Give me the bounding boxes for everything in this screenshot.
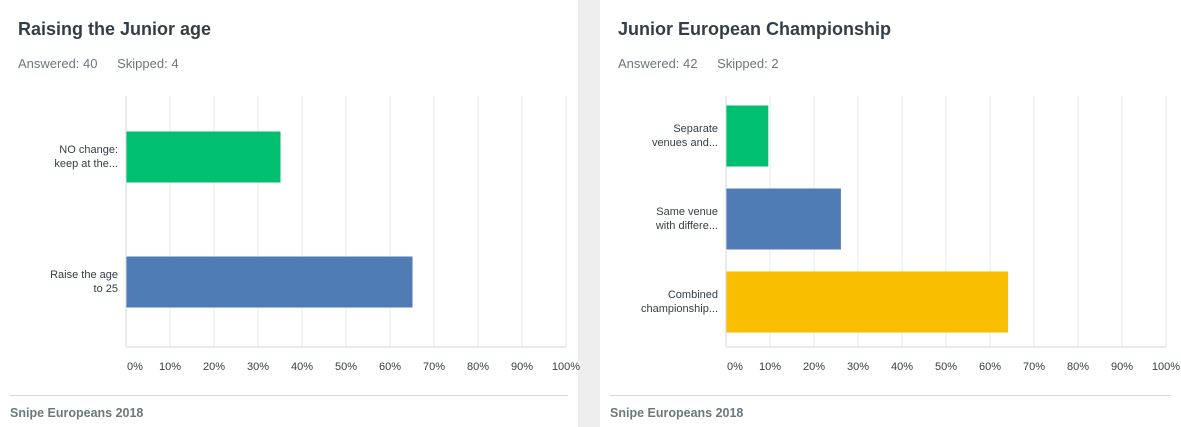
bar	[726, 271, 1009, 333]
x-tick-label: 100%	[1152, 361, 1180, 373]
category-label: NO change: keep at the...	[54, 144, 118, 170]
category-label: Combined championship...	[641, 289, 718, 315]
bar	[726, 188, 841, 250]
category-label-line: Raise the age	[50, 269, 118, 281]
x-tick-label: 40%	[891, 361, 913, 373]
x-tick-label: 80%	[467, 361, 489, 373]
category-label-line: venues and...	[652, 137, 718, 149]
x-tick-label: 90%	[511, 361, 533, 373]
bar	[126, 131, 281, 183]
bar-chart: 0% 10% 20% 30% 40% 50% 60% 70% 80% 90% 100% Separat…	[641, 96, 1180, 373]
category-label-line: to 25	[94, 283, 118, 295]
chart-title: Raising the Junior age	[18, 19, 212, 39]
category-label-line: championship...	[641, 303, 718, 315]
category-label: Same venue with differe...	[655, 206, 718, 232]
category-label-line: keep at the...	[54, 158, 118, 170]
footer-divider	[10, 395, 568, 396]
bar	[126, 256, 413, 308]
x-tick-label: 50%	[935, 361, 957, 373]
x-tick-label: 70%	[1023, 361, 1045, 373]
chart-title: Junior European Championship	[618, 19, 892, 39]
x-tick-label: 20%	[803, 361, 825, 373]
survey-footer: Snipe Europeans 2018	[610, 406, 744, 420]
category-label-line: Combined	[668, 289, 718, 301]
category-label: Raise the age to 25	[50, 269, 118, 295]
response-stats: Answered: 40 Skipped: 4	[18, 56, 195, 71]
category-label-line: with differe...	[655, 220, 718, 232]
footer-divider	[610, 395, 1171, 396]
x-tick-label: 70%	[423, 361, 445, 373]
skipped-count: Skipped: 2	[717, 56, 779, 71]
category-label-line: NO change:	[59, 144, 118, 156]
category-label: Separate venues and...	[652, 123, 718, 149]
x-tick-label: 0%	[127, 361, 143, 373]
x-tick-label: 40%	[291, 361, 313, 373]
answered-count: Answered: 42	[618, 56, 698, 71]
x-tick-label: 50%	[335, 361, 357, 373]
bar-chart: 0% 10% 20% 30% 40% 50% 60% 70% 80% 90% 100% NO chan…	[50, 96, 580, 373]
x-tick-label: 60%	[979, 361, 1001, 373]
survey-card-2: Junior European Championship Answered: 4…	[600, 0, 1181, 427]
x-tick-label: 10%	[159, 361, 181, 373]
x-tick-label: 100%	[552, 361, 580, 373]
response-stats: Answered: 42 Skipped: 2	[618, 56, 795, 71]
category-label-line: Separate	[673, 123, 718, 135]
answered-count: Answered: 40	[18, 56, 98, 71]
survey-card-1: Raising the Junior age Answered: 40 Skip…	[0, 0, 580, 427]
x-tick-label: 10%	[759, 361, 781, 373]
x-tick-label: 60%	[379, 361, 401, 373]
bar	[726, 105, 769, 167]
skipped-count: Skipped: 4	[117, 56, 179, 71]
x-tick-label: 30%	[247, 361, 269, 373]
x-tick-label: 20%	[203, 361, 225, 373]
category-label-line: Same venue	[656, 206, 718, 218]
x-tick-label: 30%	[847, 361, 869, 373]
x-tick-label: 90%	[1111, 361, 1133, 373]
survey-footer: Snipe Europeans 2018	[10, 406, 144, 420]
x-tick-label: 80%	[1067, 361, 1089, 373]
x-tick-label: 0%	[727, 361, 743, 373]
